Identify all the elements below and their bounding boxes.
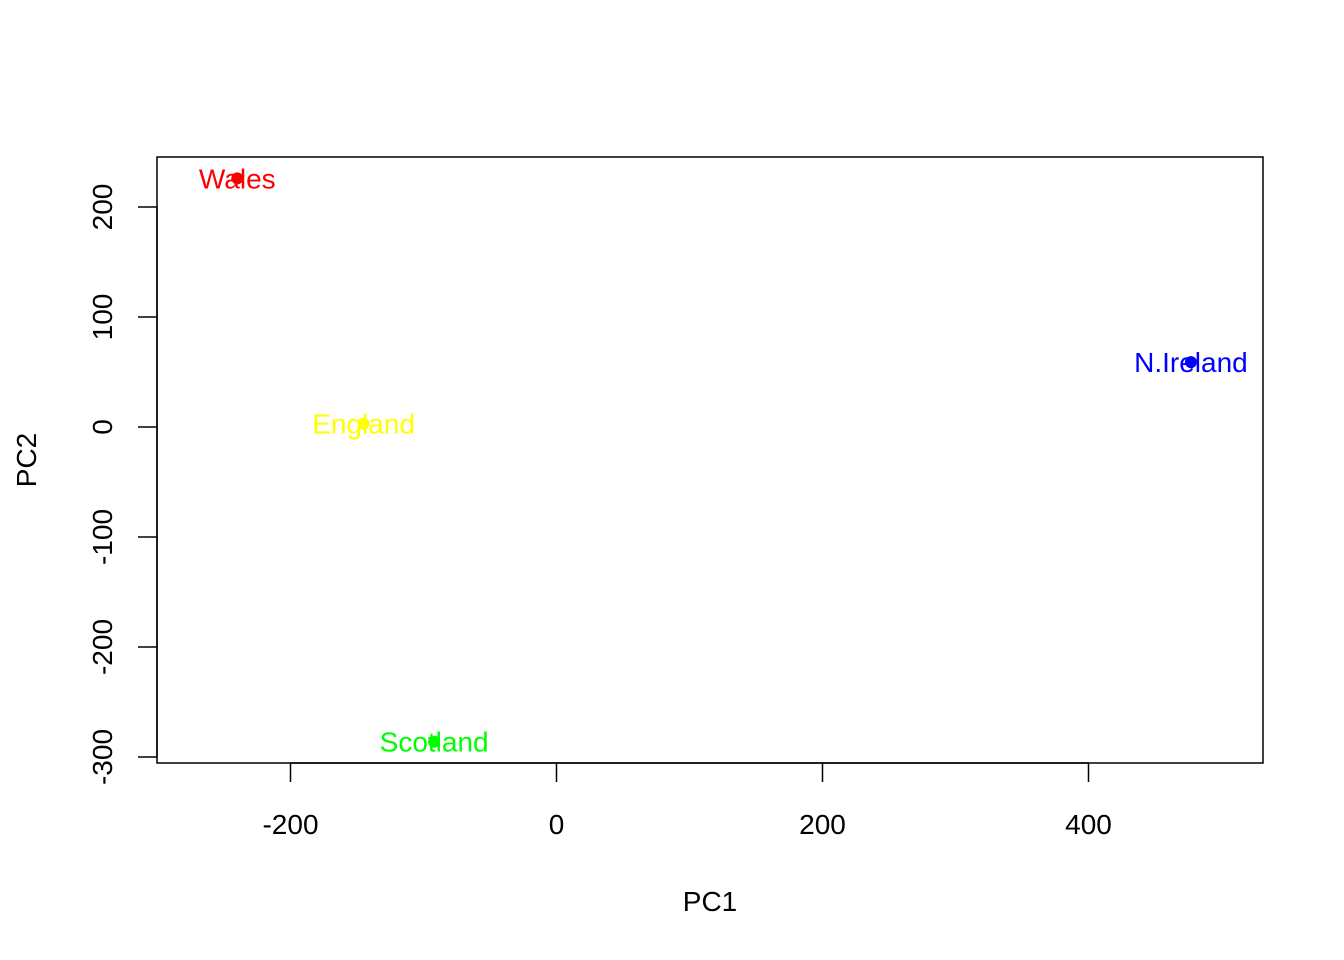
x-tick-label: 400 — [1065, 809, 1112, 840]
point-label: Wales — [199, 163, 276, 194]
point-label: England — [312, 409, 415, 440]
x-tick-label: 200 — [799, 809, 846, 840]
y-axis-title: PC2 — [11, 433, 42, 487]
point-marker — [357, 417, 370, 430]
y-tick-label: 200 — [87, 184, 118, 231]
x-tick-label: -200 — [262, 809, 318, 840]
y-tick-label: -300 — [87, 729, 118, 785]
y-axis: -300 -200 -100 0 100 200 — [87, 184, 158, 785]
data-point: Wales — [199, 163, 276, 194]
y-tick-label: 0 — [87, 419, 118, 435]
data-point: Scotland — [380, 727, 489, 758]
point-label: Scotland — [380, 727, 489, 758]
y-tick-label: -200 — [87, 619, 118, 675]
point-marker — [231, 172, 244, 185]
y-tick-label: -100 — [87, 509, 118, 565]
x-axis-title: PC1 — [683, 886, 737, 917]
point-marker — [1184, 356, 1197, 369]
point-marker — [428, 735, 441, 748]
data-points: England Wales Scotland N.Ireland — [199, 163, 1248, 757]
data-point: N.Ireland — [1134, 347, 1248, 378]
y-tick-label: 100 — [87, 294, 118, 341]
x-tick-label: 0 — [549, 809, 565, 840]
point-label: N.Ireland — [1134, 347, 1248, 378]
data-point: England — [312, 409, 415, 440]
x-axis: -200 0 200 400 — [262, 762, 1112, 840]
plot-frame — [156, 156, 1264, 764]
